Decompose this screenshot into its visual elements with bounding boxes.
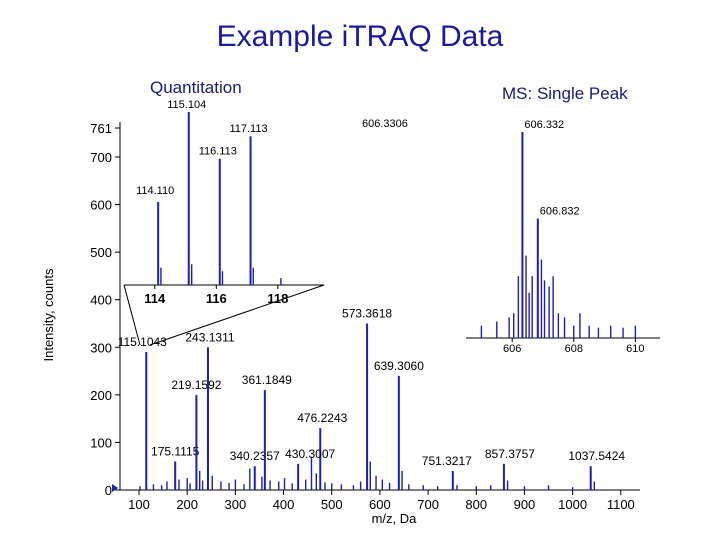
single-peak-label: MS: Single Peak: [502, 84, 628, 103]
inset-left-peak-label: 114.110: [136, 185, 174, 197]
peak-label: 857.3757: [485, 447, 535, 461]
x-tick-label: 600: [369, 497, 391, 512]
inset-right-peak-label: 606.832: [540, 206, 580, 218]
inset-left-x-tick-label: 118: [267, 291, 288, 306]
inset-right-x-tick-label: 610: [626, 343, 644, 355]
y-tick-label: 200: [90, 388, 112, 403]
y-tick-label: 400: [90, 293, 112, 308]
slide-title: Example iTRAQ Data: [216, 20, 504, 53]
quantitation-inset-bg: [124, 110, 324, 285]
x-axis-label: m/z, Da: [372, 511, 418, 526]
peak-label: 1037.5424: [568, 449, 625, 463]
single-peak-inset-bg: [466, 120, 660, 338]
inset-right-x-tick-label: 606: [503, 343, 521, 355]
peak-label: 476.2243: [297, 411, 347, 425]
peak-label: 340.2357: [230, 449, 280, 463]
x-tick-label: 100: [128, 497, 150, 512]
y-tick-label: 0: [105, 483, 112, 498]
y-tick-label: 761: [90, 121, 112, 136]
y-tick-label: 100: [90, 435, 112, 450]
y-axis-label: Intensity, counts: [41, 268, 56, 361]
x-tick-label: 700: [417, 497, 439, 512]
inset-left-x-tick-label: 114: [144, 291, 166, 306]
peak-label: 243.1311: [185, 330, 234, 344]
inset-left-peak-label: 117.113: [229, 123, 267, 135]
peak-label: 430.3007: [285, 447, 335, 461]
peak-label: 175.1115: [151, 444, 200, 458]
x-tick-label: 800: [465, 497, 487, 512]
origin-marker: [112, 484, 118, 492]
x-tick-label: 1100: [607, 497, 635, 512]
peak-label: 361.1849: [242, 373, 292, 387]
zoom-line-left: [123, 284, 141, 346]
peak-label: 751.3217: [422, 454, 472, 468]
x-tick-label: 300: [225, 497, 247, 512]
inset-left-peak-label: 115.104: [167, 99, 206, 111]
x-tick-label: 500: [321, 497, 343, 512]
peak-label: 573.3618: [342, 307, 392, 321]
y-tick-label: 700: [90, 150, 112, 165]
zoom-line-right: [149, 284, 325, 346]
peak-label: 115.1043: [118, 335, 167, 349]
x-tick-label: 1000: [558, 497, 587, 512]
x-tick-label: 400: [273, 497, 295, 512]
quantitation-label: Quantitation: [150, 78, 242, 97]
x-tick-label: 200: [176, 497, 198, 512]
inset-right-x-tick-label: 608: [565, 343, 583, 355]
main-peak-606-label: 606.3306: [362, 118, 408, 130]
y-tick-label: 500: [90, 245, 112, 260]
inset-left-x-tick-label: 116: [206, 291, 227, 306]
y-tick-label: 600: [90, 198, 112, 213]
x-tick-label: 900: [514, 497, 536, 512]
inset-right-peak-label: 606.332: [524, 119, 564, 131]
inset-left-peak-label: 116.113: [199, 146, 237, 158]
peak-label: 639.3060: [374, 359, 424, 373]
peak-label: 219.1592: [171, 378, 221, 392]
y-tick-label: 300: [90, 340, 112, 355]
